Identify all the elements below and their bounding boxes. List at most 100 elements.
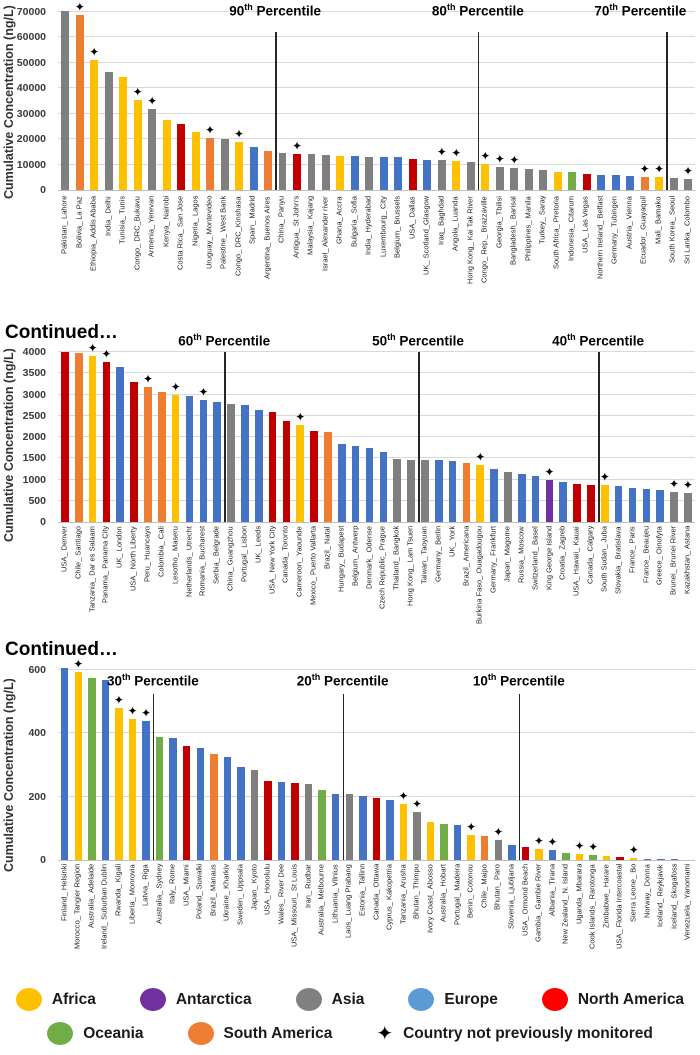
x-axis-label: Argentina_ Buenos Aires	[262, 196, 272, 279]
x-axis-label: Brazil_ Americana	[461, 526, 471, 587]
percentile-line	[598, 352, 600, 522]
bar	[684, 178, 693, 190]
x-axis-label: Taiwan_ Taoyuan	[419, 526, 429, 584]
bar	[467, 834, 475, 860]
bar	[490, 468, 498, 522]
x-axis-label: China_ Panyu	[277, 196, 287, 244]
legend-color-swatch	[408, 988, 435, 1011]
bar	[191, 131, 200, 190]
bar-slot	[153, 670, 167, 860]
x-axis-label: Norway_ Donna	[642, 864, 652, 918]
x-axis-label: France_ Beaujeu	[641, 526, 651, 584]
bar-slot	[217, 12, 231, 190]
star-icon: ✦	[127, 704, 138, 719]
x-axis-label: King George Island	[544, 526, 554, 591]
legend-color-swatch	[295, 988, 322, 1011]
star-icon: ✦	[533, 833, 544, 848]
x-axis-label: Laos_ Luang Prabang	[344, 864, 354, 938]
bar-slot	[342, 670, 356, 860]
legend-item-south-america: South America	[187, 1022, 332, 1045]
bar-slot	[207, 670, 221, 860]
x-axis-label: Gambia_ Gambie River	[533, 864, 543, 943]
x-axis-label: Bhutan_ Paro	[493, 864, 503, 910]
gridline	[58, 61, 695, 63]
x-axis-labels: Pakistan_ Lahore Bolivia_ La Paz Ethiopia_…	[58, 196, 695, 324]
x-axis-label: UK_ York	[447, 526, 457, 558]
x-axis-label: Portugal_ Lisbon	[239, 526, 249, 583]
y-tick-label: 0	[40, 184, 46, 196]
gridline	[58, 795, 695, 797]
gridline	[58, 163, 695, 165]
gridline	[58, 112, 695, 114]
bar	[379, 451, 388, 522]
bar-slot	[155, 352, 169, 522]
bar-slot	[579, 12, 593, 190]
x-axis-label: Germany_ Tubingen	[610, 196, 620, 264]
bar	[423, 159, 432, 190]
bar-slot	[653, 352, 667, 522]
bar-slot	[248, 670, 262, 860]
x-axis-label: Cameroon_ Yaounde	[295, 526, 305, 597]
x-axis-label: USA_ Dallas	[407, 196, 417, 239]
gridline	[58, 87, 695, 89]
bar	[90, 60, 99, 190]
x-axis-label: USA_ Miami	[181, 864, 191, 906]
bar	[241, 404, 249, 522]
x-axis-label: Germany_ Frankfurt	[488, 526, 498, 594]
x-axis-label: South Korea_ Seoul	[667, 196, 677, 264]
percentile-line	[418, 352, 420, 522]
bar-slot	[668, 670, 682, 860]
bar-slot: ✦	[126, 670, 140, 860]
bar-slot	[478, 670, 492, 860]
bar-slot: ✦	[87, 12, 101, 190]
bar-slot	[391, 12, 405, 190]
bar	[210, 753, 218, 860]
y-tick-label: 1000	[22, 473, 46, 486]
x-axis-label: Belgium_ Antwerp	[350, 526, 360, 587]
bar	[235, 142, 244, 190]
bar	[657, 859, 665, 860]
legend-color-swatch	[187, 1022, 214, 1045]
bar	[508, 844, 516, 860]
x-axis-label: USA_ Missouri_ St Louis	[289, 864, 299, 947]
bar	[421, 459, 429, 522]
bar	[379, 157, 388, 190]
bar	[182, 746, 191, 860]
bar	[434, 460, 443, 522]
bar-slot	[641, 670, 655, 860]
bar-slot: ✦	[293, 352, 307, 522]
star-icon: ✦	[669, 477, 680, 492]
x-axis-label: USA_ Las Vegas	[581, 196, 591, 253]
bar-slot	[333, 12, 347, 190]
bar	[630, 857, 638, 860]
legend-item-oceania: Oceania	[47, 1022, 144, 1045]
bar	[462, 463, 471, 522]
bar-series: ✦ ✦ ✦ ✦ ✦ ✦ ✦ ✦ ✦ ✦ ✦ ✦ ✦ ✦ ✦	[58, 1, 695, 190]
y-tick-label: 4000	[22, 346, 46, 358]
bar-slot: ✦	[203, 12, 217, 190]
bar-slot	[183, 352, 197, 522]
x-axis-label: Canada_ Ottawa	[371, 864, 381, 921]
bar-slot: ✦	[196, 352, 210, 522]
y-tick-label: 1500	[22, 452, 46, 465]
bar-slot	[221, 670, 235, 860]
bar-slot	[570, 352, 584, 522]
legend-label: Europe	[444, 990, 498, 1008]
star-icon: ✦	[544, 464, 555, 479]
bar	[331, 793, 340, 860]
star-icon: ✦	[73, 656, 84, 671]
x-axis-label: Liberia_ Monrovia	[127, 864, 137, 924]
star-icon: ✦	[205, 122, 216, 137]
x-axis-label: Zimbabwe_ Harare	[601, 864, 611, 928]
x-axis-label: Northern Ireland_ Belfast	[595, 196, 605, 280]
x-axis-label: Malaysia_ Kajang	[306, 196, 316, 256]
star-icon: ✦	[436, 145, 447, 160]
x-axis-label: Congo_ Rep._ Brazzaville	[479, 196, 489, 283]
bar-slot: ✦	[397, 670, 411, 860]
bar-slot	[654, 670, 668, 860]
star-icon: ✦	[682, 478, 693, 493]
star-icon: ✦	[475, 449, 486, 464]
bar-slot	[451, 670, 465, 860]
x-axis-label: Ghana_ Accra	[334, 196, 344, 244]
bar-slot: ✦	[532, 670, 546, 860]
